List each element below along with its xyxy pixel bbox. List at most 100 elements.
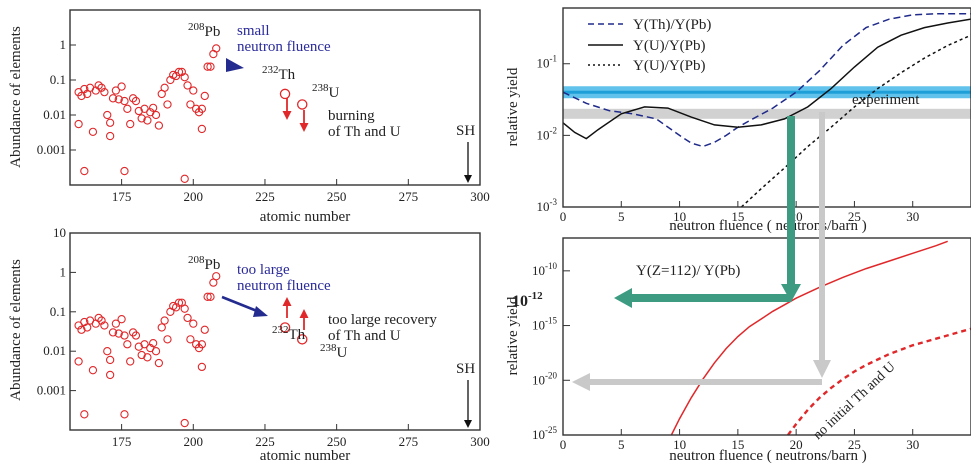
- data-point-actinide: [279, 322, 291, 333]
- data-point: [180, 73, 189, 82]
- x-tick-label: 300: [470, 434, 490, 449]
- data-point: [88, 127, 98, 137]
- data-point: [163, 100, 172, 109]
- y-tick-label: 10-3: [537, 197, 558, 214]
- data-point: [105, 118, 115, 127]
- data-point: [203, 292, 212, 301]
- fluence-label-line1: small: [237, 23, 270, 39]
- data-point: [77, 91, 86, 101]
- data-point: [103, 347, 112, 356]
- scatter-points: [74, 272, 308, 428]
- series-label-z112: Y(Z=112)/ Y(Pb): [636, 263, 740, 279]
- data-point: [111, 319, 121, 328]
- series-lines: [562, 12, 971, 208]
- x-tick-label: 5: [618, 209, 625, 224]
- data-point: [171, 303, 181, 312]
- sh-label: SH: [456, 361, 475, 377]
- x-tick-label: 225: [255, 189, 275, 204]
- data-point: [108, 328, 118, 337]
- scatter-points: [74, 44, 308, 183]
- data-point: [200, 91, 209, 101]
- gray-arrow-horizontal-head: [572, 373, 590, 391]
- y-tick-label: 0.01: [43, 107, 66, 122]
- y-tick-label: 10-15: [532, 316, 557, 333]
- y-tick-label: 0.001: [37, 383, 66, 398]
- data-point-actinide: [279, 88, 291, 100]
- data-point: [108, 94, 118, 103]
- data-point: [117, 82, 126, 91]
- gray-arrow-vertical: [819, 112, 825, 360]
- data-point: [154, 121, 164, 130]
- data-point: [212, 44, 221, 53]
- x-tick-label: 275: [399, 189, 419, 204]
- data-point: [180, 418, 189, 428]
- x-tick-label: 175: [112, 189, 132, 204]
- data-point: [140, 340, 149, 349]
- x-tick-label: 250: [327, 189, 347, 204]
- data-point: [197, 340, 207, 349]
- x-tick-label: 30: [906, 437, 919, 452]
- y-tick-label: 10: [53, 225, 66, 240]
- data-point: [80, 166, 89, 176]
- x-axis-label: neutron fluence ( neutrons/barn ): [669, 218, 866, 234]
- y-tick-label: 10-2: [537, 125, 558, 142]
- green-arrow-horizontal-head: [614, 288, 632, 308]
- data-point: [111, 86, 121, 95]
- series-line: [740, 34, 971, 208]
- data-point: [197, 362, 207, 372]
- series-line: [562, 12, 971, 148]
- y-tick-label: 10-25: [532, 425, 557, 442]
- x-tick-label: 0: [560, 209, 567, 224]
- x-tick-label: 200: [184, 189, 204, 204]
- data-point: [120, 331, 129, 340]
- data-point: [180, 304, 189, 313]
- gray-arrow-vertical-head: [813, 360, 831, 378]
- x-tick-label: 10: [673, 209, 686, 224]
- recovery-note-line1: too large recovery: [328, 312, 437, 328]
- annotation-value: 10-12: [512, 290, 543, 310]
- data-point: [105, 370, 115, 380]
- data-point: [180, 174, 189, 183]
- y-tick-label: 0.1: [50, 304, 66, 319]
- data-point: [80, 84, 89, 94]
- data-point: [163, 335, 172, 344]
- data-point: [80, 410, 89, 419]
- data-point: [148, 339, 158, 348]
- data-point: [100, 321, 109, 330]
- data-point: [183, 313, 192, 323]
- data-point: [126, 357, 135, 366]
- data-point: [120, 96, 129, 106]
- data-point: [197, 104, 207, 113]
- data-point: [74, 357, 83, 366]
- data-point: [160, 83, 169, 92]
- data-point: [206, 292, 215, 301]
- x-tick-label: 25: [848, 437, 861, 452]
- pb-label: 208Pb: [188, 254, 220, 273]
- data-point: [137, 114, 146, 123]
- legend-item-u-dotted: Y(U)/Y(Pb): [633, 58, 706, 74]
- burning-note-line2: of Th and U: [328, 124, 401, 140]
- data-point: [83, 323, 92, 332]
- panel-bottom-left: 175 200 225 250 275 300 0.001 0.01 0.1 1 10 Abunda…: [8, 225, 490, 464]
- x-tick-label: 15: [731, 437, 744, 452]
- y-tick-label: 0.01: [43, 343, 66, 358]
- data-point: [94, 313, 103, 323]
- data-point: [151, 347, 161, 356]
- axis-ticks: 0 5 10 15 20 25 30 10-10 10-15 10-20 10-25: [532, 261, 919, 452]
- u-label: 238U: [312, 82, 340, 101]
- x-tick-label: 10: [673, 437, 686, 452]
- data-point: [174, 298, 184, 307]
- data-point: [126, 119, 135, 129]
- data-point: [200, 325, 209, 334]
- fluence-arrow-head: [253, 306, 268, 317]
- sh-label: SH: [456, 123, 475, 139]
- pb-label: 208Pb: [188, 21, 220, 40]
- y-axis-label: relative yield: [505, 296, 521, 375]
- x-tick-label: 30: [906, 209, 919, 224]
- y-tick-label: 10-10: [532, 261, 557, 278]
- data-point: [206, 62, 215, 71]
- data-point: [148, 103, 158, 113]
- y-tick-label: 0.1: [50, 72, 66, 87]
